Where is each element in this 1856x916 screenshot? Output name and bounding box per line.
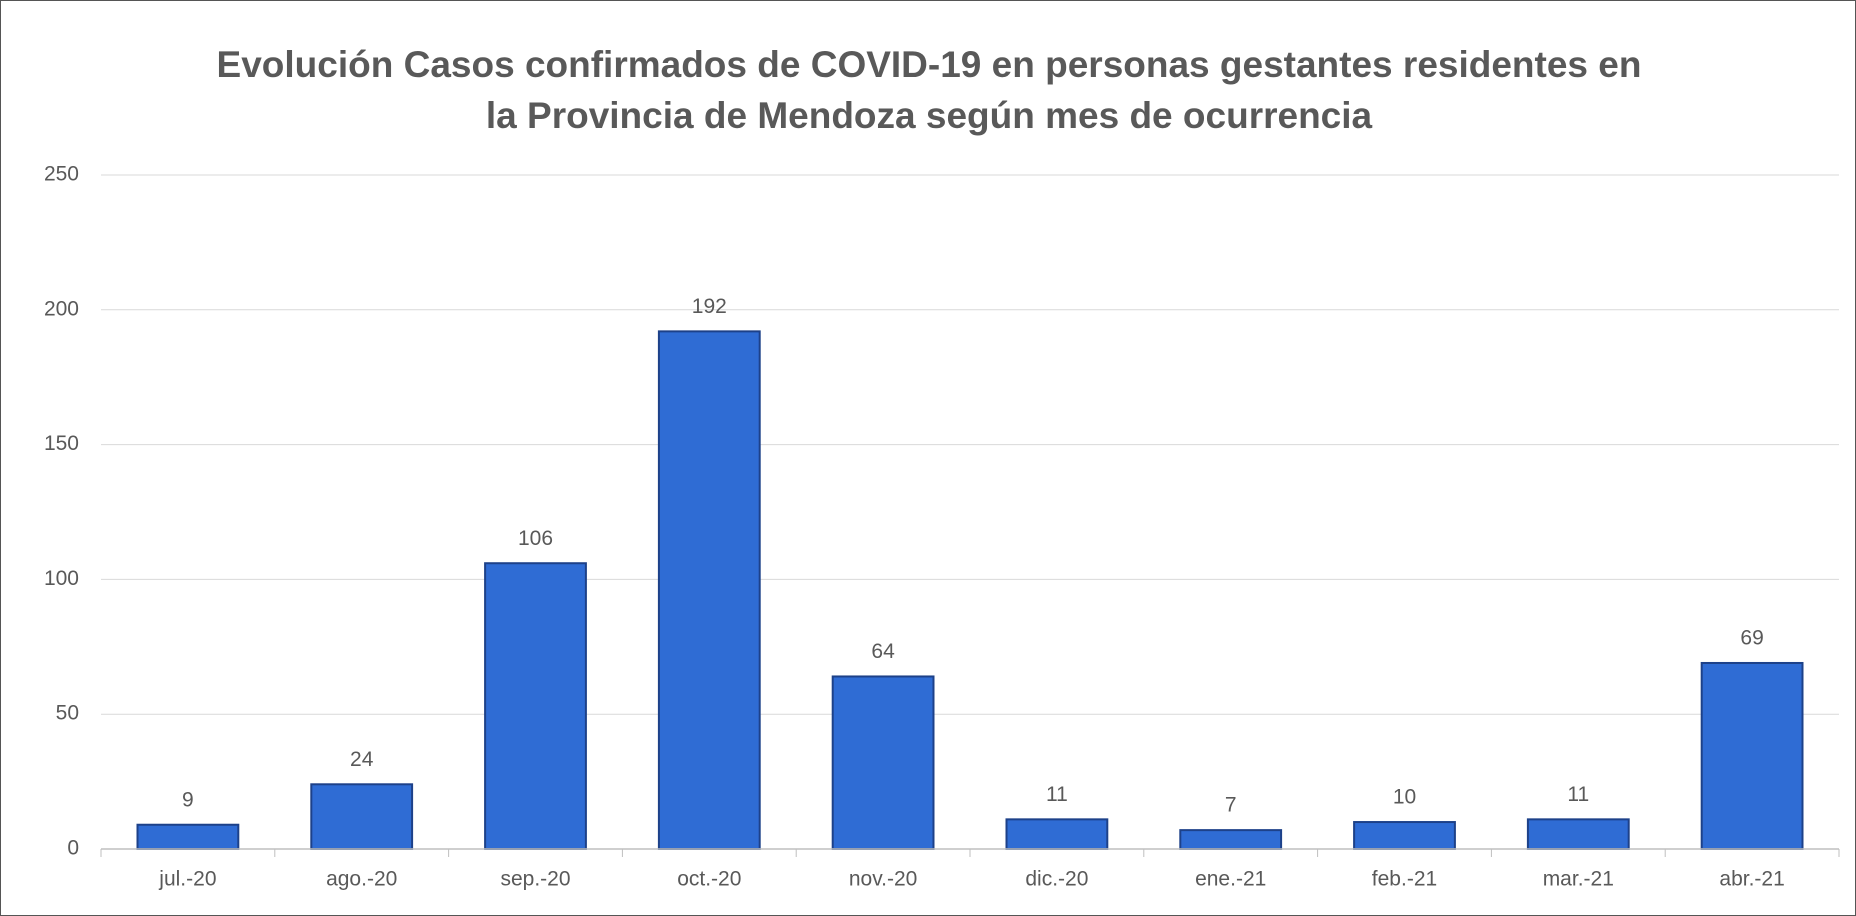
- x-tick-label: dic.-20: [1025, 868, 1088, 891]
- y-tick-label: 0: [67, 837, 79, 860]
- x-tick-label: oct.-20: [677, 868, 741, 891]
- x-tick-label: abr.-21: [1719, 868, 1784, 891]
- data-label: 7: [1225, 794, 1237, 817]
- chart-title: Evolución Casos confirmados de COVID-19 …: [216, 44, 1642, 136]
- x-tick-label: mar.-21: [1543, 868, 1614, 891]
- x-tick-label: jul.-20: [158, 868, 216, 891]
- data-label: 106: [518, 527, 553, 550]
- bar: [657, 330, 761, 851]
- bar: [1700, 661, 1804, 851]
- bar: [1353, 821, 1456, 850]
- y-tick-label: 50: [56, 702, 79, 725]
- bar: [1526, 818, 1630, 850]
- x-tick-label: ago.-20: [326, 868, 397, 891]
- x-tick-label: sep.-20: [500, 868, 570, 891]
- y-tick-label: 150: [44, 432, 79, 455]
- x-tick-label: ene.-21: [1195, 868, 1266, 891]
- data-label: 192: [692, 295, 727, 318]
- data-label: 11: [1567, 783, 1589, 806]
- data-label: 24: [350, 748, 374, 771]
- data-label: 10: [1393, 786, 1416, 809]
- bar: [1005, 818, 1109, 850]
- y-tick-label: 250: [44, 163, 79, 186]
- data-label: 64: [871, 640, 895, 663]
- bar: [310, 783, 414, 851]
- bar: [1179, 829, 1283, 850]
- x-tick-label: feb.-21: [1372, 868, 1437, 891]
- bar: [136, 823, 240, 851]
- data-label: 69: [1740, 627, 1763, 650]
- bar: [484, 562, 587, 850]
- data-label: 9: [182, 788, 194, 811]
- y-tick-label: 100: [44, 567, 79, 590]
- bar: [831, 675, 935, 850]
- data-label: 11: [1046, 783, 1068, 806]
- y-tick-label: 200: [44, 297, 79, 320]
- x-tick-label: nov.-20: [849, 868, 918, 891]
